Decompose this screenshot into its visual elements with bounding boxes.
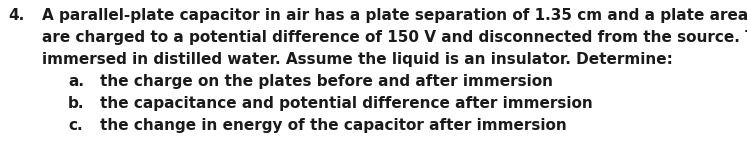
Text: immersed in distilled water. Assume the liquid is an insulator. Determine:: immersed in distilled water. Assume the … [42,52,673,67]
Text: A parallel-plate capacitor in air has a plate separation of 1.35 cm and a plate : A parallel-plate capacitor in air has a … [42,8,747,23]
Text: c.: c. [68,118,83,133]
Text: the capacitance and potential difference after immersion: the capacitance and potential difference… [100,96,593,111]
Text: a.: a. [68,74,84,89]
Text: the charge on the plates before and after immersion: the charge on the plates before and afte… [100,74,553,89]
Text: the change in energy of the capacitor after immersion: the change in energy of the capacitor af… [100,118,567,133]
Text: are charged to a potential difference of 150 V and disconnected from the source.: are charged to a potential difference of… [42,30,747,45]
Text: b.: b. [68,96,84,111]
Text: 4.: 4. [8,8,24,23]
